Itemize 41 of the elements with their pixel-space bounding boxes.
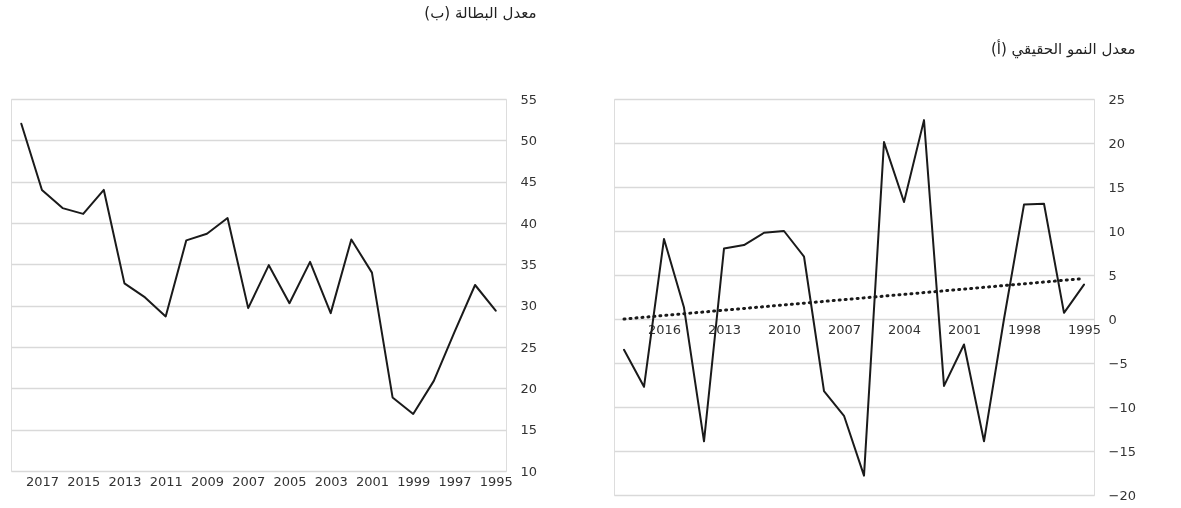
x-tick-label: 2013: [108, 473, 142, 489]
x-tick-label: 2001: [947, 321, 982, 337]
x-tick-label: 1997: [438, 473, 472, 489]
y-tick-label: 10: [520, 463, 538, 479]
y-tick-label: 30: [520, 298, 538, 314]
x-tick-label: 2015: [67, 473, 101, 489]
x-tick-label: 2003: [314, 473, 348, 489]
y-tick-label: −20: [1108, 487, 1136, 503]
y-tick-label: 15: [1108, 179, 1126, 195]
y-tick-label: 40: [520, 215, 538, 231]
x-tick-label: 2001: [355, 473, 389, 489]
y-tick-label: 10: [1108, 223, 1126, 239]
y-tick-label: 45: [520, 174, 538, 190]
y-tick-label: 55: [520, 91, 538, 107]
chart-title: (ب) معدل البطالة: [424, 4, 537, 22]
x-tick-label: 1998: [1007, 321, 1042, 337]
y-tick-label: 25: [520, 339, 538, 355]
y-tick-label: 35: [520, 256, 538, 272]
x-tick-label: 2005: [273, 473, 307, 489]
y-tick-label: 25: [1108, 91, 1126, 107]
x-tick-label: 2004: [887, 321, 922, 337]
y-tick-label: −10: [1108, 399, 1136, 415]
y-tick-label: −15: [1108, 443, 1136, 459]
x-tick-label: 2010: [767, 321, 802, 337]
x-tick-label: 2007: [232, 473, 266, 489]
y-tick-label: 20: [520, 380, 538, 396]
y-tick-label: −5: [1108, 355, 1128, 371]
y-tick-label: 5: [1108, 267, 1117, 283]
x-tick-label: 2011: [149, 473, 183, 489]
chart-title: (أ) معدل النمو الحقيقي: [990, 39, 1136, 59]
x-tick-label: 1995: [479, 473, 513, 489]
y-tick-label: 0: [1108, 311, 1117, 327]
line-series: [20, 122, 497, 415]
x-tick-label: 1999: [397, 473, 431, 489]
y-tick-label: 50: [520, 132, 538, 148]
x-tick-label: 2009: [190, 473, 224, 489]
y-tick-label: 20: [1108, 135, 1126, 151]
x-tick-label: 1995: [1067, 321, 1102, 337]
y-tick-label: 15: [520, 422, 538, 438]
x-tick-label: 2017: [25, 473, 59, 489]
x-tick-label: 2007: [827, 321, 862, 337]
